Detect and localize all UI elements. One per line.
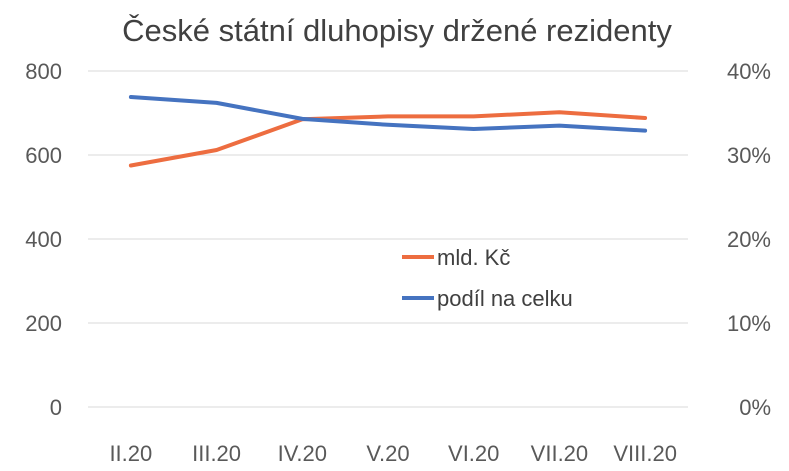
x-tick-label: VIII.20 [613, 441, 677, 466]
chart-title: České státní dluhopisy držené rezidenty [122, 13, 672, 48]
y-right-tick-label: 40% [727, 59, 771, 84]
x-tick-label: VII.20 [531, 441, 588, 466]
gridlines [88, 70, 688, 408]
y-right-tick-label: 10% [727, 311, 771, 336]
y-axis-left: 0 200 400 600 800 [25, 59, 62, 420]
y-left-tick-label: 200 [25, 311, 62, 336]
y-left-tick-label: 0 [50, 395, 62, 420]
series-line-podil-na-celku [128, 95, 648, 133]
x-tick-label: II.20 [109, 441, 152, 466]
legend: mld. Kč podíl na celku [402, 245, 573, 311]
x-tick-label: VI.20 [448, 441, 499, 466]
y-left-tick-label: 400 [25, 227, 62, 252]
x-axis: II.20 III.20 IV.20 V.20 VI.20 VII.20 VIII.20 [109, 441, 676, 466]
y-right-tick-label: 20% [727, 227, 771, 252]
y-axis-right: 0% 10% 20% 30% 40% [727, 59, 771, 420]
series-line-mld-kc [128, 110, 648, 168]
x-tick-label: V.20 [366, 441, 409, 466]
x-tick-label: III.20 [192, 441, 241, 466]
y-right-tick-label: 0% [739, 395, 771, 420]
y-left-tick-label: 600 [25, 143, 62, 168]
legend-label-podil-na-celku: podíl na celku [437, 286, 573, 311]
y-right-tick-label: 30% [727, 143, 771, 168]
legend-label-mld-kc: mld. Kč [437, 245, 510, 270]
y-left-tick-label: 800 [25, 59, 62, 84]
series-lines [128, 95, 648, 168]
x-tick-label: IV.20 [278, 441, 327, 466]
